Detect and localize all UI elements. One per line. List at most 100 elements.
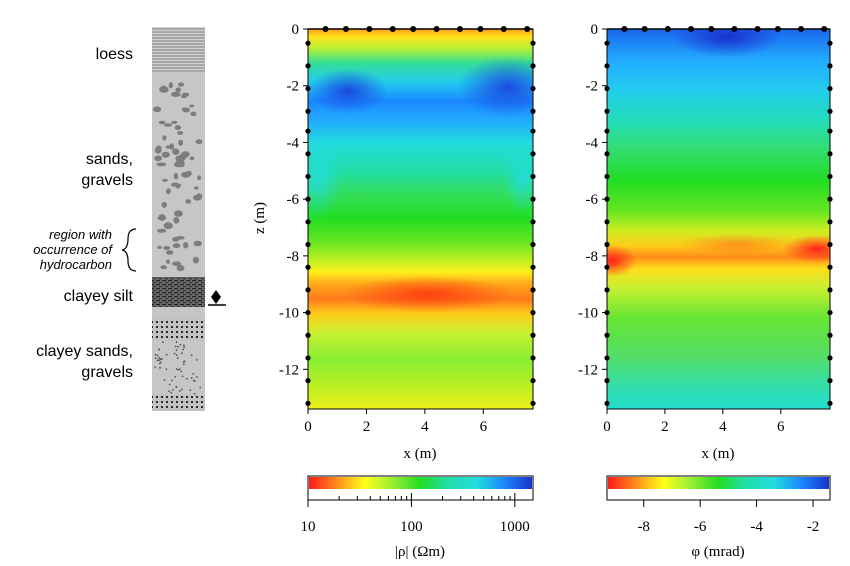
gravel-clast: [174, 125, 181, 131]
phase-axes: 0 2 4 6 0 -2 -4 -6 -8 -10 -12: [578, 22, 785, 435]
y-tick-label: -8: [287, 249, 300, 265]
sand-grain: [158, 357, 161, 359]
electrode: [821, 26, 828, 32]
electrode: [530, 108, 536, 114]
sand-grain: [175, 386, 178, 388]
sand-grain: [168, 383, 171, 386]
electrode: [604, 332, 610, 338]
phase-panel: 0 2 4 6 0 -2 -4 -6 -8 -10 -12 x (m) -8 -6 -4 -2 φ (mr…: [578, 22, 833, 560]
phase-electrodes: [604, 26, 833, 406]
gravel-clast: [163, 222, 173, 230]
sand-grain: [182, 348, 184, 351]
gravel-clast: [174, 210, 183, 217]
y-tick-label: -6: [287, 192, 300, 208]
gravel-clast: [173, 217, 180, 224]
electrode: [604, 400, 610, 406]
gravel-clast: [178, 82, 184, 87]
electrode: [305, 63, 311, 69]
electrode: [530, 378, 536, 384]
gravel-clast: [172, 148, 180, 155]
sand-grain: [170, 391, 173, 394]
label-clayey-silt: clayey silt: [64, 288, 134, 305]
colorbar-tick-label: 10: [301, 519, 316, 535]
electrode: [664, 26, 671, 32]
electrode: [641, 26, 648, 32]
electrode: [530, 173, 536, 180]
gravel-clast: [171, 183, 182, 187]
y-tick-label: -10: [279, 306, 299, 322]
electrode: [530, 355, 536, 361]
electrode: [604, 219, 610, 225]
electrode: [774, 26, 781, 32]
y-tick-label: -2: [586, 79, 599, 95]
colorbar-tick-label: 100: [400, 519, 423, 535]
gravel-clast: [162, 135, 167, 141]
gravel-clast: [163, 123, 173, 127]
electrode: [530, 287, 536, 293]
electrode: [477, 26, 484, 32]
gravel-clast: [159, 86, 169, 93]
electrode: [621, 26, 628, 32]
gravel-clast: [172, 243, 181, 249]
resistivity-electrodes: [305, 26, 536, 406]
gravel-clast: [153, 106, 162, 113]
electrode: [530, 332, 536, 338]
electrode: [410, 26, 417, 32]
x-tick-label: 0: [603, 419, 611, 435]
electrode: [305, 287, 311, 293]
resistivity-colorbar: 10 100 1000: [301, 475, 534, 535]
gravel-clast: [161, 201, 167, 208]
sand-grain: [176, 354, 178, 356]
gravel-clast: [192, 256, 199, 264]
electrode: [305, 332, 311, 338]
electrode: [530, 309, 536, 316]
gravel-clast: [171, 120, 178, 124]
electrode: [604, 85, 610, 92]
electrode: [604, 355, 610, 361]
electrode: [731, 26, 738, 32]
electrode: [604, 264, 610, 270]
gravel-clast: [165, 145, 172, 149]
sand-grain: [177, 345, 180, 348]
electrode: [604, 241, 610, 248]
electrode: [456, 26, 463, 32]
resistivity-colorbar-label: |ρ| (Ωm): [395, 544, 445, 560]
sand-grain: [158, 362, 161, 365]
water-table-marker: [208, 290, 226, 306]
sand-grain: [175, 368, 178, 370]
gravel-clast: [180, 94, 188, 99]
sand-grain: [156, 354, 159, 357]
colorbar-tick-label: -6: [694, 519, 707, 535]
resistivity-panel: 0 2 4 6 0 -2 -4 -6 -8 -10 -12 x (m) z (m) 10 100 100…: [252, 22, 536, 560]
x-tick-label: 4: [421, 419, 429, 435]
sand-grain: [168, 390, 170, 393]
sand-grain: [156, 359, 159, 362]
gravel-clast: [160, 265, 167, 270]
electrode: [305, 241, 311, 248]
gravel-clast: [185, 199, 192, 204]
electrode: [604, 151, 610, 157]
electrode: [433, 26, 440, 32]
loess-layer: [152, 27, 205, 72]
electrode: [604, 309, 610, 316]
electrode: [687, 26, 694, 32]
electrode: [500, 26, 507, 32]
electrode: [530, 85, 536, 92]
y-tick-label: -2: [287, 79, 300, 95]
label-loess: loess: [96, 46, 133, 63]
sand-grain: [174, 376, 177, 378]
gravel-clast: [161, 151, 170, 158]
sand-grain: [194, 380, 196, 382]
region-brace: [121, 228, 137, 272]
sand-grain: [195, 359, 198, 361]
sand-grain: [155, 357, 157, 359]
sand-grain: [177, 368, 180, 371]
electrode: [827, 108, 833, 114]
electrode: [530, 400, 536, 406]
gravel-clast: [154, 146, 162, 154]
sand-grain: [165, 353, 168, 356]
sand-grain: [189, 389, 192, 391]
sand-grain: [180, 388, 183, 391]
gravel-clast: [169, 143, 174, 150]
